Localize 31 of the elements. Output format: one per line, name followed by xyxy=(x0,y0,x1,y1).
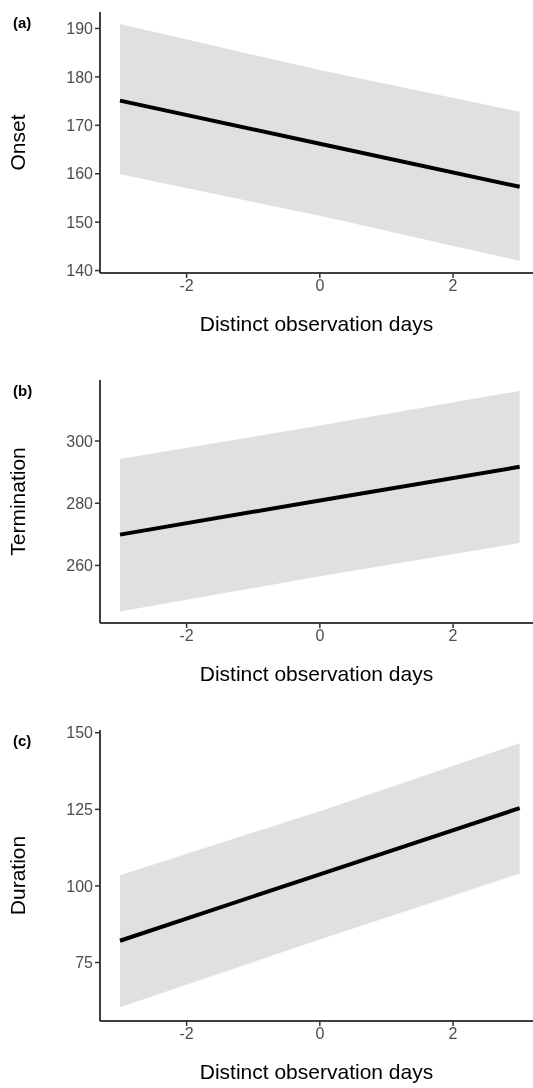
y-tick-label: 260 xyxy=(66,557,94,575)
x-axis-title: Distinct observation days xyxy=(199,662,434,685)
x-tick-label: 0 xyxy=(315,1025,325,1043)
y-tick-label: 125 xyxy=(66,801,94,819)
x-tick-label: 2 xyxy=(448,1025,458,1043)
y-tick-label: 190 xyxy=(66,20,94,38)
chart-title: (b) xyxy=(13,382,33,399)
chart-title: (c) xyxy=(13,732,32,749)
x-axis-title: Distinct observation days xyxy=(199,1060,434,1083)
y-tick-label: 150 xyxy=(66,213,94,231)
y-axis-title: Onset xyxy=(6,114,30,171)
y-axis-title: Duration xyxy=(6,835,30,916)
x-tick-label: 2 xyxy=(448,627,458,645)
y-tick-label: 170 xyxy=(66,116,94,134)
y-axis-title: Termination xyxy=(6,447,30,556)
y-tick-label: 100 xyxy=(66,877,94,895)
y-tick-label: 180 xyxy=(66,68,94,86)
y-tick-label: 75 xyxy=(75,954,94,972)
y-tick-label: 160 xyxy=(66,165,94,183)
x-tick-label: -2 xyxy=(179,277,194,295)
chart-title: (a) xyxy=(13,14,32,31)
x-tick-label: -2 xyxy=(179,1025,194,1043)
x-axis-title: Distinct observation days xyxy=(199,312,434,335)
x-tick-label: -2 xyxy=(179,627,194,645)
y-tick-label: 140 xyxy=(66,262,94,280)
x-tick-label: 0 xyxy=(315,277,325,295)
y-tick-label: 150 xyxy=(66,724,94,742)
x-tick-label: 0 xyxy=(315,627,325,645)
y-tick-label: 300 xyxy=(66,432,94,450)
y-tick-label: 280 xyxy=(66,494,94,512)
x-tick-label: 2 xyxy=(448,277,458,295)
